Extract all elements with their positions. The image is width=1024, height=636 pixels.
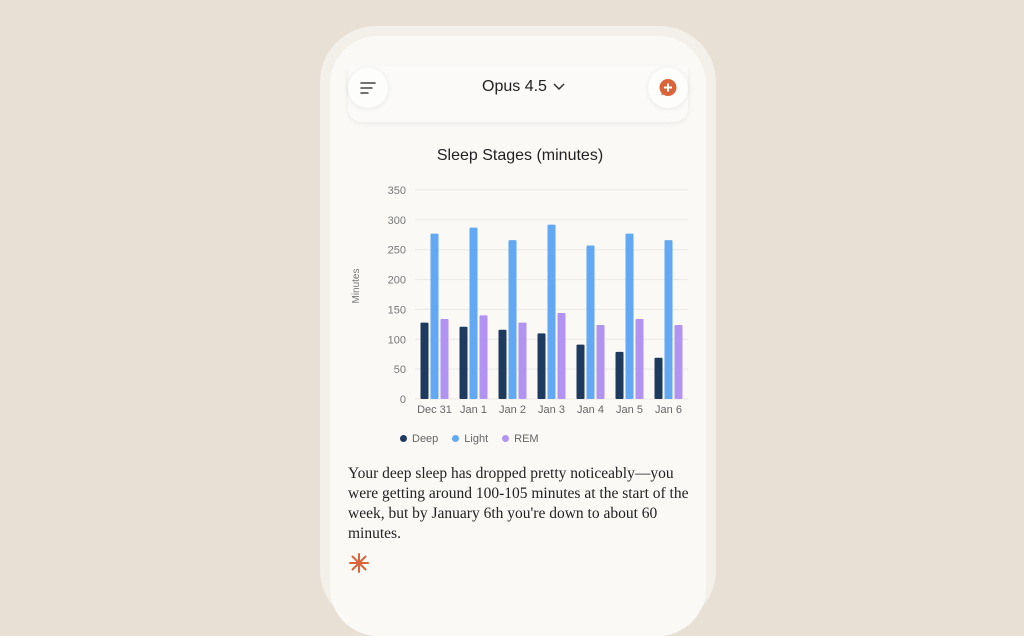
legend-label: Deep: [412, 433, 439, 445]
bar-deep: [420, 322, 429, 399]
bar-light: [625, 233, 634, 399]
bar-light: [664, 240, 673, 399]
menu-icon: [360, 82, 376, 94]
bar-rem: [479, 315, 488, 399]
legend-swatch: [452, 435, 460, 442]
chart-legend: Deep Light REM: [400, 433, 539, 445]
y-tick-label: 300: [388, 215, 406, 227]
x-tick-label: Jan 5: [616, 404, 643, 416]
bar-light: [547, 224, 556, 399]
model-selector[interactable]: Opus 4.5: [482, 78, 565, 96]
claude-spark-icon: [349, 553, 369, 573]
legend-item-light: Light: [452, 433, 488, 445]
new-chat-plus-icon: [659, 79, 677, 96]
sleep-stages-chart: 0 50 100 150 200 250 300 350 Minutes Dec 31 Jan 1 J…: [351, 185, 688, 416]
header-bar: [348, 66, 688, 122]
chart-title: Sleep Stages (minutes): [436, 147, 604, 164]
y-tick-label: 350: [388, 185, 406, 197]
bar-deep: [498, 329, 507, 399]
legend-swatch: [400, 435, 407, 442]
y-tick-label: 50: [394, 364, 406, 376]
bar-light: [508, 240, 517, 399]
y-tick-label: 150: [388, 304, 406, 316]
x-tick-label: Jan 2: [499, 404, 526, 416]
bar-light: [469, 227, 478, 399]
legend-item-deep: Deep: [400, 433, 438, 445]
bar-rem: [596, 324, 605, 399]
bar-deep: [615, 351, 624, 399]
bar-light: [430, 233, 439, 399]
menu-button[interactable]: [348, 68, 388, 108]
legend-item-rem: REM: [502, 433, 539, 445]
bar-rem: [635, 318, 644, 399]
y-axis-label: Minutes: [351, 268, 362, 303]
assistant-message: Your deep sleep has dropped pretty notic…: [348, 465, 689, 542]
bar-rem: [440, 318, 449, 399]
x-tick-label: Jan 3: [538, 404, 565, 416]
bar-rem: [674, 324, 683, 399]
x-tick-label: Jan 1: [460, 404, 487, 416]
legend-label: REM: [514, 433, 539, 445]
bar-light: [586, 245, 595, 399]
bar-deep: [576, 344, 585, 399]
legend-label: Light: [464, 433, 489, 445]
bar-deep: [537, 333, 546, 399]
bar-deep: [459, 326, 468, 399]
bar-deep: [654, 357, 663, 399]
chevron-down-icon: [553, 83, 565, 91]
y-tick-label: 200: [388, 275, 406, 287]
y-tick-label: 250: [388, 245, 406, 257]
x-tick-label: Dec 31: [417, 404, 452, 416]
new-chat-button[interactable]: [648, 68, 688, 108]
y-tick-label: 100: [388, 334, 406, 346]
legend-swatch: [502, 435, 510, 442]
x-tick-label: Jan 6: [655, 404, 682, 416]
bar-rem: [557, 313, 566, 399]
bar-rem: [518, 322, 527, 399]
x-tick-label: Jan 4: [577, 404, 604, 416]
model-name: Opus 4.5: [482, 78, 547, 95]
y-tick-label: 0: [400, 394, 406, 406]
